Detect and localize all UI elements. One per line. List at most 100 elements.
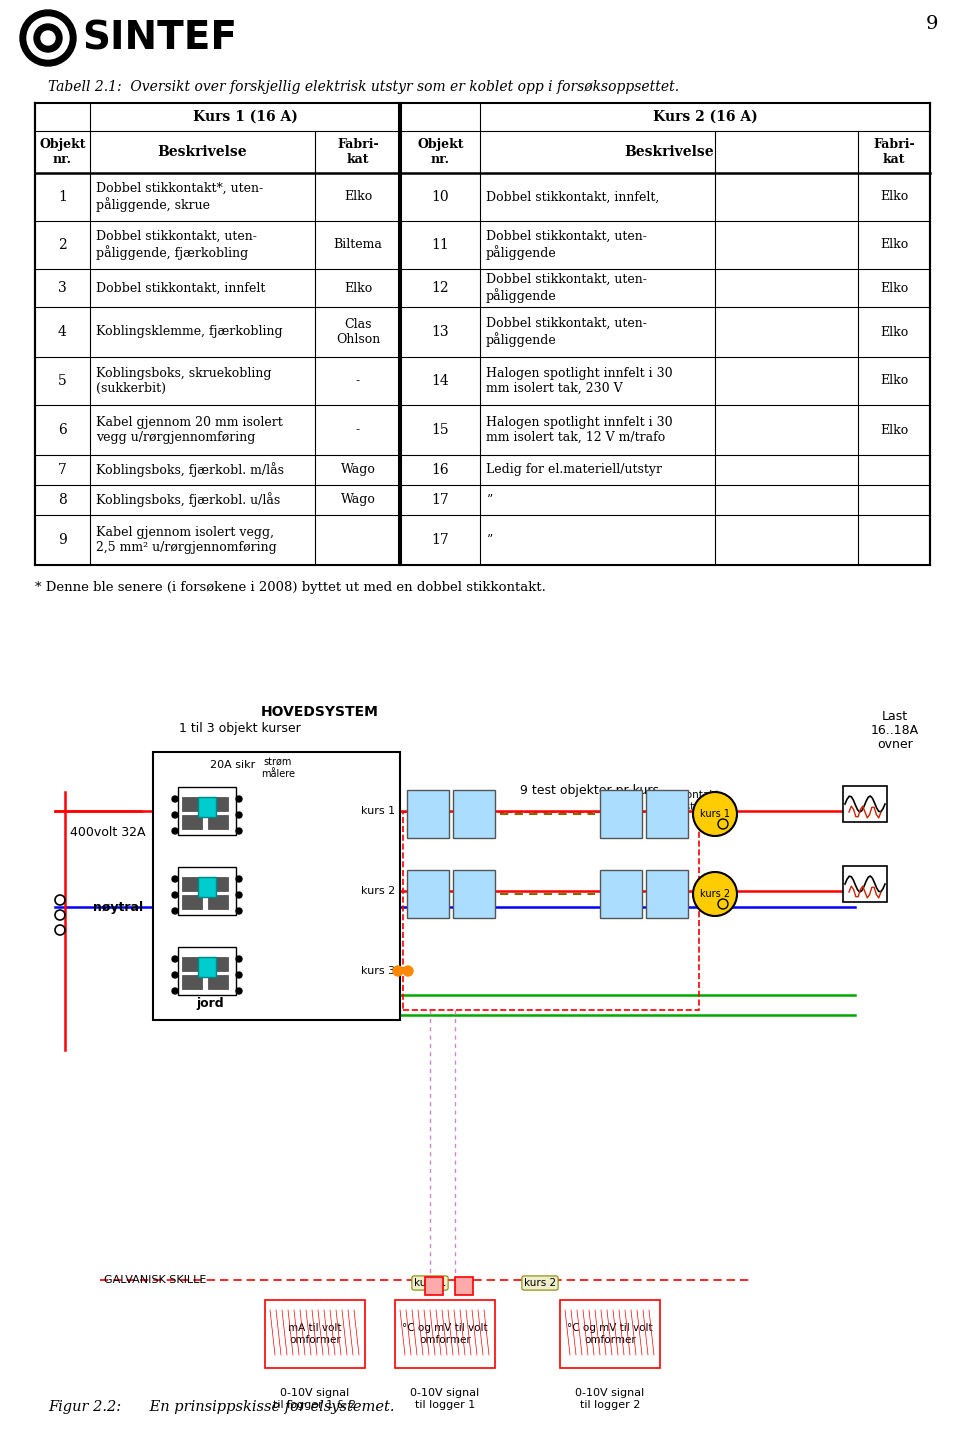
Bar (843, 786, 887, 822)
Bar (453, 790, 495, 837)
Text: GALVANISK SKILLE: GALVANISK SKILLE (104, 1275, 206, 1285)
Circle shape (236, 955, 242, 963)
Text: Wago: Wago (341, 494, 375, 507)
Text: Elko: Elko (880, 282, 908, 295)
Bar (198, 876, 216, 896)
Text: Dobbel stikkontakt, uten-
påliggende: Dobbel stikkontakt, uten- påliggende (486, 273, 647, 304)
Circle shape (172, 955, 178, 963)
Circle shape (20, 10, 76, 66)
Bar (560, 1299, 660, 1368)
Circle shape (41, 32, 55, 45)
Text: strøm
målere: strøm målere (261, 757, 295, 778)
Text: * Denne ble senere (i forsøkene i 2008) byttet ut med en dobbel stikkontakt.: * Denne ble senere (i forsøkene i 2008) … (35, 581, 546, 594)
Bar (208, 876, 228, 891)
Text: 8: 8 (59, 494, 67, 507)
Text: 16..18A: 16..18A (871, 724, 919, 737)
Text: kurs 1: kurs 1 (700, 809, 730, 819)
Circle shape (236, 989, 242, 994)
Text: 10: 10 (432, 190, 449, 204)
Text: kurs 1: kurs 1 (361, 806, 395, 816)
Text: Kabel gjennom isolert vegg,
2,5 mm² u/rørgjennomføring: Kabel gjennom isolert vegg, 2,5 mm² u/rø… (96, 527, 276, 554)
Text: 5: 5 (59, 374, 67, 389)
Text: Elko: Elko (880, 374, 908, 387)
Text: Koblingsboks, skruekobling
(sukkerbit): Koblingsboks, skruekobling (sukkerbit) (96, 367, 272, 394)
Text: Objekt
nr.: Objekt nr. (39, 138, 85, 165)
Text: Elko: Elko (880, 325, 908, 338)
Text: posi-
sjon
1: posi- sjon 1 (418, 799, 439, 829)
Bar (455, 1276, 473, 1295)
Bar (178, 947, 236, 994)
Text: Figur 2.2:    En prinsippskisse for elsystemet.: Figur 2.2: En prinsippskisse for elsyste… (48, 1400, 395, 1415)
Text: Dobbel stikkontakt, uten-
påliggende: Dobbel stikkontakt, uten- påliggende (486, 317, 647, 347)
Bar (646, 790, 688, 837)
Text: Beskrivelse: Beskrivelse (624, 145, 714, 158)
Text: Kurs 2 (16 A): Kurs 2 (16 A) (653, 109, 757, 124)
Text: Beskrivelse: Beskrivelse (157, 145, 248, 158)
Bar (182, 876, 202, 891)
Text: Wago: Wago (341, 463, 375, 476)
Text: kurs 2: kurs 2 (361, 886, 395, 896)
Text: 6: 6 (59, 423, 67, 437)
Text: Dobbel stikkontakt, innfelt: Dobbel stikkontakt, innfelt (96, 282, 265, 295)
Bar (600, 871, 642, 918)
Circle shape (27, 17, 69, 59)
Text: kurs 3: kurs 3 (361, 966, 395, 976)
Bar (153, 753, 400, 1020)
Circle shape (236, 892, 242, 898)
Text: Halogen spotlight innfelt i 30
mm isolert tak, 12 V m/trafo: Halogen spotlight innfelt i 30 mm isoler… (486, 416, 673, 445)
Bar (182, 976, 202, 989)
Text: 11: 11 (432, 237, 449, 252)
Bar (208, 814, 228, 829)
Text: °C og mV til volt
omformer: °C og mV til volt omformer (567, 1324, 653, 1345)
Text: 1 til 3 objekt kurser: 1 til 3 objekt kurser (180, 722, 300, 735)
Bar (178, 868, 236, 915)
Bar (265, 1299, 365, 1368)
Text: 12: 12 (432, 281, 449, 295)
Text: Dobbel stikkontakt, innfelt,: Dobbel stikkontakt, innfelt, (486, 190, 660, 203)
Circle shape (172, 971, 178, 979)
Text: kurs 2: kurs 2 (700, 889, 730, 899)
Text: ”: ” (486, 534, 492, 547)
Text: 7: 7 (58, 463, 67, 476)
Bar (178, 787, 236, 835)
Text: Elko: Elko (880, 423, 908, 436)
Text: Clas
Ohlson: Clas Ohlson (336, 318, 380, 345)
Text: Tabell 2.1:  Oversikt over forskjellig elektrisk utstyr som er koblet opp i fors: Tabell 2.1: Oversikt over forskjellig el… (48, 81, 679, 94)
Text: 16: 16 (432, 463, 449, 476)
Text: posi-
sjon
17: posi- sjon 17 (611, 879, 632, 909)
Text: 2: 2 (59, 237, 67, 252)
Text: mA til volt
omformer: mA til volt omformer (288, 1324, 342, 1345)
Circle shape (172, 892, 178, 898)
Bar (182, 895, 202, 909)
Circle shape (693, 872, 737, 917)
Text: 9: 9 (925, 14, 938, 33)
Bar (646, 871, 688, 918)
Text: 9: 9 (59, 532, 67, 547)
Circle shape (34, 24, 62, 52)
Text: posi-
sjon
10: posi- sjon 10 (418, 879, 439, 909)
Text: Elko: Elko (880, 239, 908, 252)
Text: posi-
sjon
18: posi- sjon 18 (656, 879, 678, 909)
Circle shape (403, 966, 413, 976)
Circle shape (236, 908, 242, 914)
Text: kurs 2: kurs 2 (524, 1278, 556, 1288)
Text: 17: 17 (432, 532, 449, 547)
Bar (208, 797, 228, 812)
Bar (198, 957, 216, 977)
Text: Last: Last (882, 709, 908, 722)
Text: nøytral: nøytral (93, 901, 143, 914)
Circle shape (172, 989, 178, 994)
Text: Fabri-
kat: Fabri- kat (337, 138, 379, 165)
Text: Fabri-
kat: Fabri- kat (874, 138, 915, 165)
Text: °C og mV til volt
omformer: °C og mV til volt omformer (402, 1324, 488, 1345)
Circle shape (236, 971, 242, 979)
Text: posi-
sjon
11: posi- sjon 11 (463, 879, 485, 909)
Text: 17: 17 (432, 494, 449, 507)
Circle shape (236, 876, 242, 882)
Text: posi-
sjon
2: posi- sjon 2 (463, 799, 485, 829)
Text: 9 test objekter pr kurs: 9 test objekter pr kurs (520, 784, 660, 797)
Circle shape (172, 796, 178, 802)
Text: Koblingsklemme, fjærkobling: Koblingsklemme, fjærkobling (96, 325, 282, 338)
Text: HOVEDSYSTEM: HOVEDSYSTEM (261, 705, 379, 720)
Circle shape (236, 827, 242, 835)
